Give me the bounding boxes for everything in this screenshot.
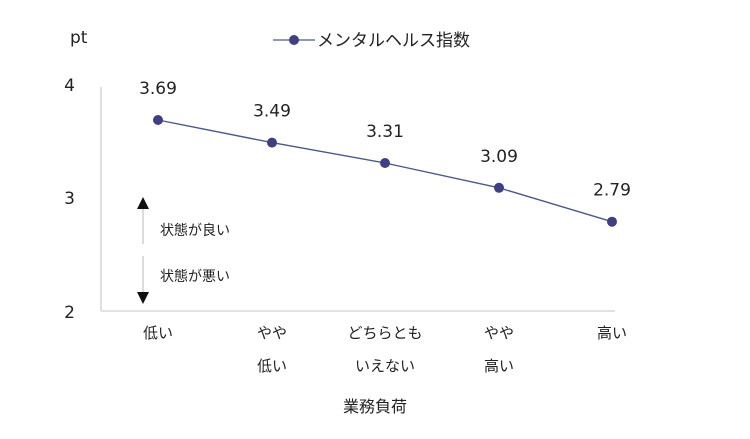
x-tick-label-2-line-1: やや bbox=[257, 324, 287, 342]
x-tick-label-1-line-1: 低い bbox=[143, 324, 173, 342]
data-label-2: 3.49 bbox=[253, 102, 291, 122]
x-tick-label-3-line-1: どちらとも bbox=[347, 324, 422, 342]
data-point-5 bbox=[607, 216, 617, 227]
data-point-2 bbox=[267, 137, 277, 148]
x-tick-label-3-line-2: いえない bbox=[355, 357, 415, 375]
down-arrow-icon bbox=[137, 292, 149, 304]
x-axis-title: 業務負荷 bbox=[343, 397, 407, 416]
y-tick-label-3: 3 bbox=[64, 189, 75, 209]
up-arrow-icon bbox=[137, 197, 149, 209]
legend: メンタルヘルス指数 bbox=[273, 31, 470, 51]
y-tick-label-4: 4 bbox=[64, 76, 75, 96]
condition-annotation: 状態が良い 状態が悪い bbox=[137, 197, 230, 304]
legend-series-label: メンタルヘルス指数 bbox=[317, 31, 470, 51]
y-tick-label-2: 2 bbox=[64, 303, 75, 323]
data-point-3 bbox=[380, 158, 390, 168]
x-tick-label-5-line-1: 高い bbox=[597, 324, 627, 342]
x-tick-label-4-line-2: 高い bbox=[484, 357, 514, 375]
data-point-4 bbox=[494, 182, 504, 193]
annotation-bad: 状態が悪い bbox=[160, 269, 230, 285]
legend-marker-swatch bbox=[289, 35, 299, 45]
y-unit-label: pt bbox=[70, 28, 88, 48]
data-label-5: 2.79 bbox=[593, 181, 631, 201]
data-label-1: 3.69 bbox=[139, 79, 177, 99]
x-tick-label-2-line-2: 低い bbox=[257, 357, 287, 375]
data-label-4: 3.09 bbox=[480, 147, 518, 167]
x-tick-label-4-line-1: やや bbox=[484, 324, 514, 342]
data-label-3: 3.31 bbox=[366, 122, 404, 142]
annotation-good: 状態が良い bbox=[160, 223, 230, 239]
data-point-1 bbox=[153, 115, 163, 125]
